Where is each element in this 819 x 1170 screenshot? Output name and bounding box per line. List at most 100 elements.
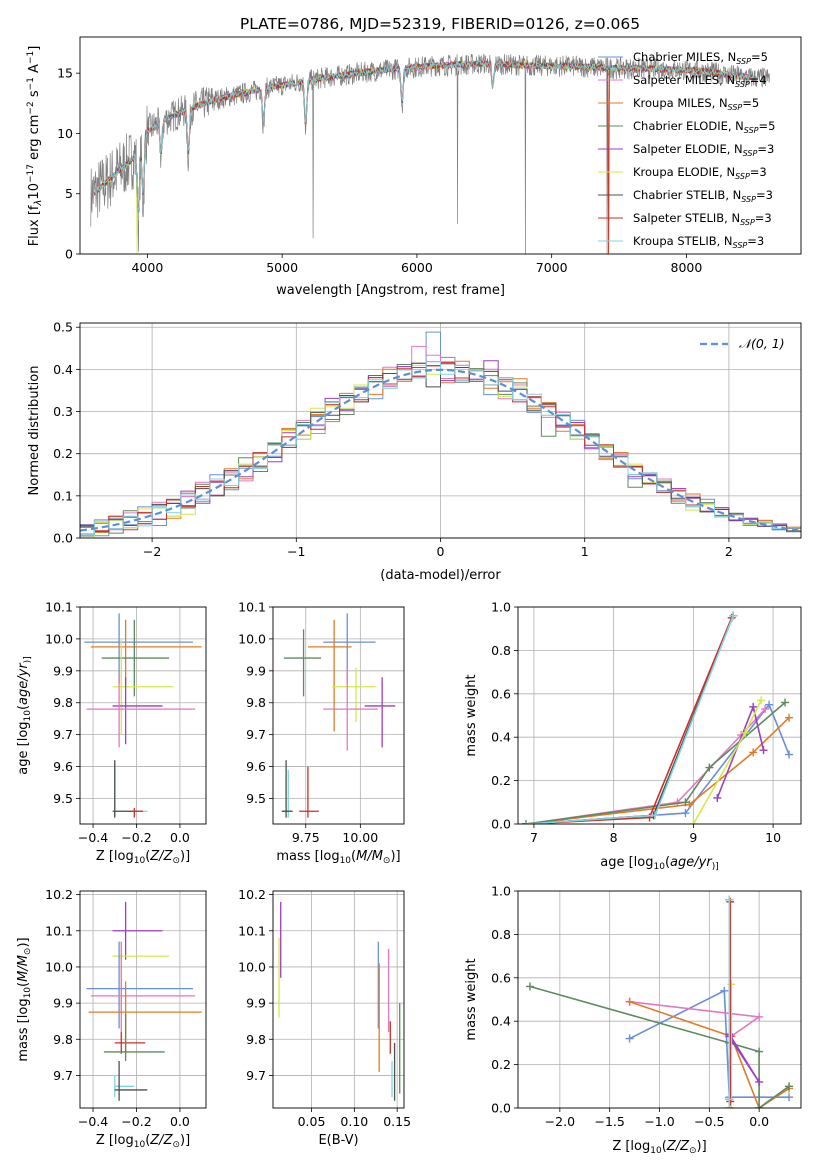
residual-ylabel: Normed distribution bbox=[27, 366, 42, 496]
tick-label-x: 4000 bbox=[131, 260, 163, 275]
tick-label-y: 9.7 bbox=[53, 727, 73, 742]
normal-reference-curve bbox=[80, 368, 799, 532]
panel-xlabel: E(B-V) bbox=[318, 1133, 358, 1148]
mass-weight-line-8 bbox=[525, 615, 734, 824]
legend-entry: Salpeter MILES, NSSP=4 bbox=[633, 73, 767, 89]
axes-frame bbox=[79, 322, 802, 539]
spectrum-legend: Chabrier MILES, NSSP=5 Salpeter MILES, NS… bbox=[598, 50, 775, 250]
plot-area bbox=[80, 331, 801, 538]
axes-frame bbox=[517, 890, 802, 1109]
tick-label-y: 0 bbox=[65, 247, 73, 262]
mass-weight-line-4 bbox=[728, 1033, 760, 1083]
axes-frame bbox=[272, 890, 405, 1109]
tick-label-y: 0.4 bbox=[491, 1014, 511, 1029]
plot-area bbox=[521, 611, 794, 824]
tick-label-x: 10.00 bbox=[342, 830, 378, 845]
tick-label-y: 5 bbox=[65, 186, 73, 201]
tick-label-y: 10.0 bbox=[238, 959, 266, 974]
tick-label-x: 8000 bbox=[671, 260, 703, 275]
tick-label-y: 9.7 bbox=[53, 1068, 73, 1083]
plot-area bbox=[90, 53, 771, 254]
tick-label-y: 9.9 bbox=[246, 996, 266, 1011]
tick-label-y: 0.8 bbox=[491, 643, 511, 658]
tick-label-y: 10.1 bbox=[45, 600, 73, 615]
figure-title: PLATE=0786, MJD=52319, FIBERID=0126, z=0… bbox=[240, 15, 640, 33]
tick-label-y: 0.0 bbox=[53, 531, 73, 546]
tick-label-x: 0.0 bbox=[170, 1114, 190, 1129]
tick-label-y: 9.6 bbox=[53, 759, 73, 774]
tick-label-y: 9.9 bbox=[246, 663, 266, 678]
tick-label-y: 10 bbox=[57, 126, 73, 141]
tick-label-x: −2 bbox=[143, 544, 161, 559]
axes-frame bbox=[272, 606, 405, 825]
plot-area bbox=[281, 613, 396, 818]
legend-entry: Kroupa ELODIE, NSSP=3 bbox=[633, 165, 767, 181]
tick-label-y: 10.1 bbox=[238, 923, 266, 938]
tick-label-y: 1.0 bbox=[491, 600, 511, 615]
tick-label-y: 9.8 bbox=[246, 1032, 266, 1047]
plot-area bbox=[525, 895, 794, 1108]
tick-label-y: 0.1 bbox=[53, 488, 73, 503]
tick-label-y: 9.9 bbox=[53, 663, 73, 678]
tick-label-y: 9.7 bbox=[246, 727, 266, 742]
legend-entry: Chabrier MILES, NSSP=5 bbox=[633, 50, 768, 66]
legend-entry: Kroupa STELIB, NSSP=3 bbox=[633, 234, 764, 250]
axes-frame bbox=[517, 606, 802, 825]
tick-label-x: 0.0 bbox=[749, 1114, 769, 1129]
tick-label-y: 9.8 bbox=[53, 1032, 73, 1047]
tick-label-y: 0.2 bbox=[491, 773, 511, 788]
tick-label-y: 0.2 bbox=[491, 1057, 511, 1072]
tick-label-y: 0.4 bbox=[491, 730, 511, 745]
tick-label-x: 0.15 bbox=[383, 1114, 411, 1129]
tick-label-x: −1 bbox=[287, 544, 305, 559]
panel-ylabel: age [log10(age/yr)] bbox=[16, 656, 33, 774]
tick-label-x: −2.0 bbox=[545, 1114, 575, 1129]
panel-ylabel: mass [log10(M/M⊙)] bbox=[16, 937, 33, 1061]
tick-label-x: 10 bbox=[765, 830, 781, 845]
tick-label-x: −0.5 bbox=[694, 1114, 724, 1129]
tick-label-y: 9.7 bbox=[246, 1068, 266, 1083]
mass-vs-Z-panel: −0.4 −0.2 0.0 9.7 9.8 9.9 10.0 10.1 10.2 Z [log10… bbox=[16, 887, 207, 1150]
massweight-vs-age-panel: 7 8 9 10 0.0 0.2 0.4 0.6 0.8 1.0 age [log10(age/yr… bbox=[464, 600, 802, 872]
tick-label-x: 9 bbox=[689, 830, 697, 845]
mass-weight-line-6 bbox=[525, 615, 734, 824]
tick-label-y: 10.1 bbox=[45, 923, 73, 938]
tick-label-x: 6000 bbox=[401, 260, 433, 275]
tick-label-y: 10.2 bbox=[45, 887, 73, 902]
panel-xlabel: Z [log10(Z/Z⊙)] bbox=[96, 1133, 190, 1150]
tick-label-x: 5000 bbox=[266, 260, 298, 275]
tick-label-x: 0.10 bbox=[340, 1114, 368, 1129]
panel-ylabel: mass weight bbox=[464, 958, 479, 1040]
tick-label-y: 9.8 bbox=[53, 695, 73, 710]
tick-label-x: 2 bbox=[725, 544, 733, 559]
legend-entry: Kroupa MILES, NSSP=5 bbox=[633, 96, 759, 112]
residual-histogram-8 bbox=[80, 361, 801, 536]
tick-label-y: 0.5 bbox=[53, 320, 73, 335]
panel-xlabel: age [log10(age/yr)] bbox=[600, 855, 718, 872]
panel-xlabel: Z [log10(Z/Z⊙)] bbox=[612, 1139, 706, 1156]
tick-label-y: 0.3 bbox=[53, 404, 73, 419]
residuals-panel: −2 −1 0 1 2 0.0 0.1 0.2 0.3 0.4 0.5 𝒩(0, 1) (data-mo… bbox=[27, 320, 802, 583]
tick-label-x: 0.0 bbox=[170, 830, 190, 845]
tick-label-y: 10.0 bbox=[45, 631, 73, 646]
tick-label-x: 0.05 bbox=[298, 1114, 326, 1129]
mass-weight-line-2 bbox=[629, 1000, 790, 1108]
panel-ylabel: mass weight bbox=[464, 674, 479, 756]
tick-label-y: 0.2 bbox=[53, 446, 73, 461]
tick-label-x: −1.5 bbox=[594, 1114, 624, 1129]
legend-entry: Salpeter STELIB, NSSP=3 bbox=[633, 211, 772, 227]
tick-label-y: 0.0 bbox=[491, 1101, 511, 1116]
massweight-vs-Z-panel: −2.0 −1.5 −1.0 −0.5 0.0 0.0 0.2 0.4 0.6 0.8 1.0 Z [… bbox=[464, 884, 802, 1156]
plot-area bbox=[84, 613, 202, 818]
tick-label-y: 0.4 bbox=[53, 362, 73, 377]
tick-label-x: 7000 bbox=[536, 260, 568, 275]
mass-weight-line-3 bbox=[525, 701, 786, 824]
tick-label-x: −0.4 bbox=[78, 830, 108, 845]
spectrum-ylabel: Flux [fλ10−17 erg cm−2 s−1 A−1] bbox=[26, 46, 44, 247]
tick-label-x: 0 bbox=[437, 544, 445, 559]
spectrum-panel: 4000 5000 6000 7000 8000 0 5 10 15 Chabrier MILES… bbox=[26, 36, 802, 298]
age-vs-mass-panel: 9.75 10.00 9.5 9.6 9.7 9.8 9.9 10.0 10.1 mass [lo… bbox=[238, 600, 405, 866]
legend-entry: Chabrier ELODIE, NSSP=5 bbox=[633, 119, 775, 135]
tick-label-y: 0.6 bbox=[491, 686, 511, 701]
